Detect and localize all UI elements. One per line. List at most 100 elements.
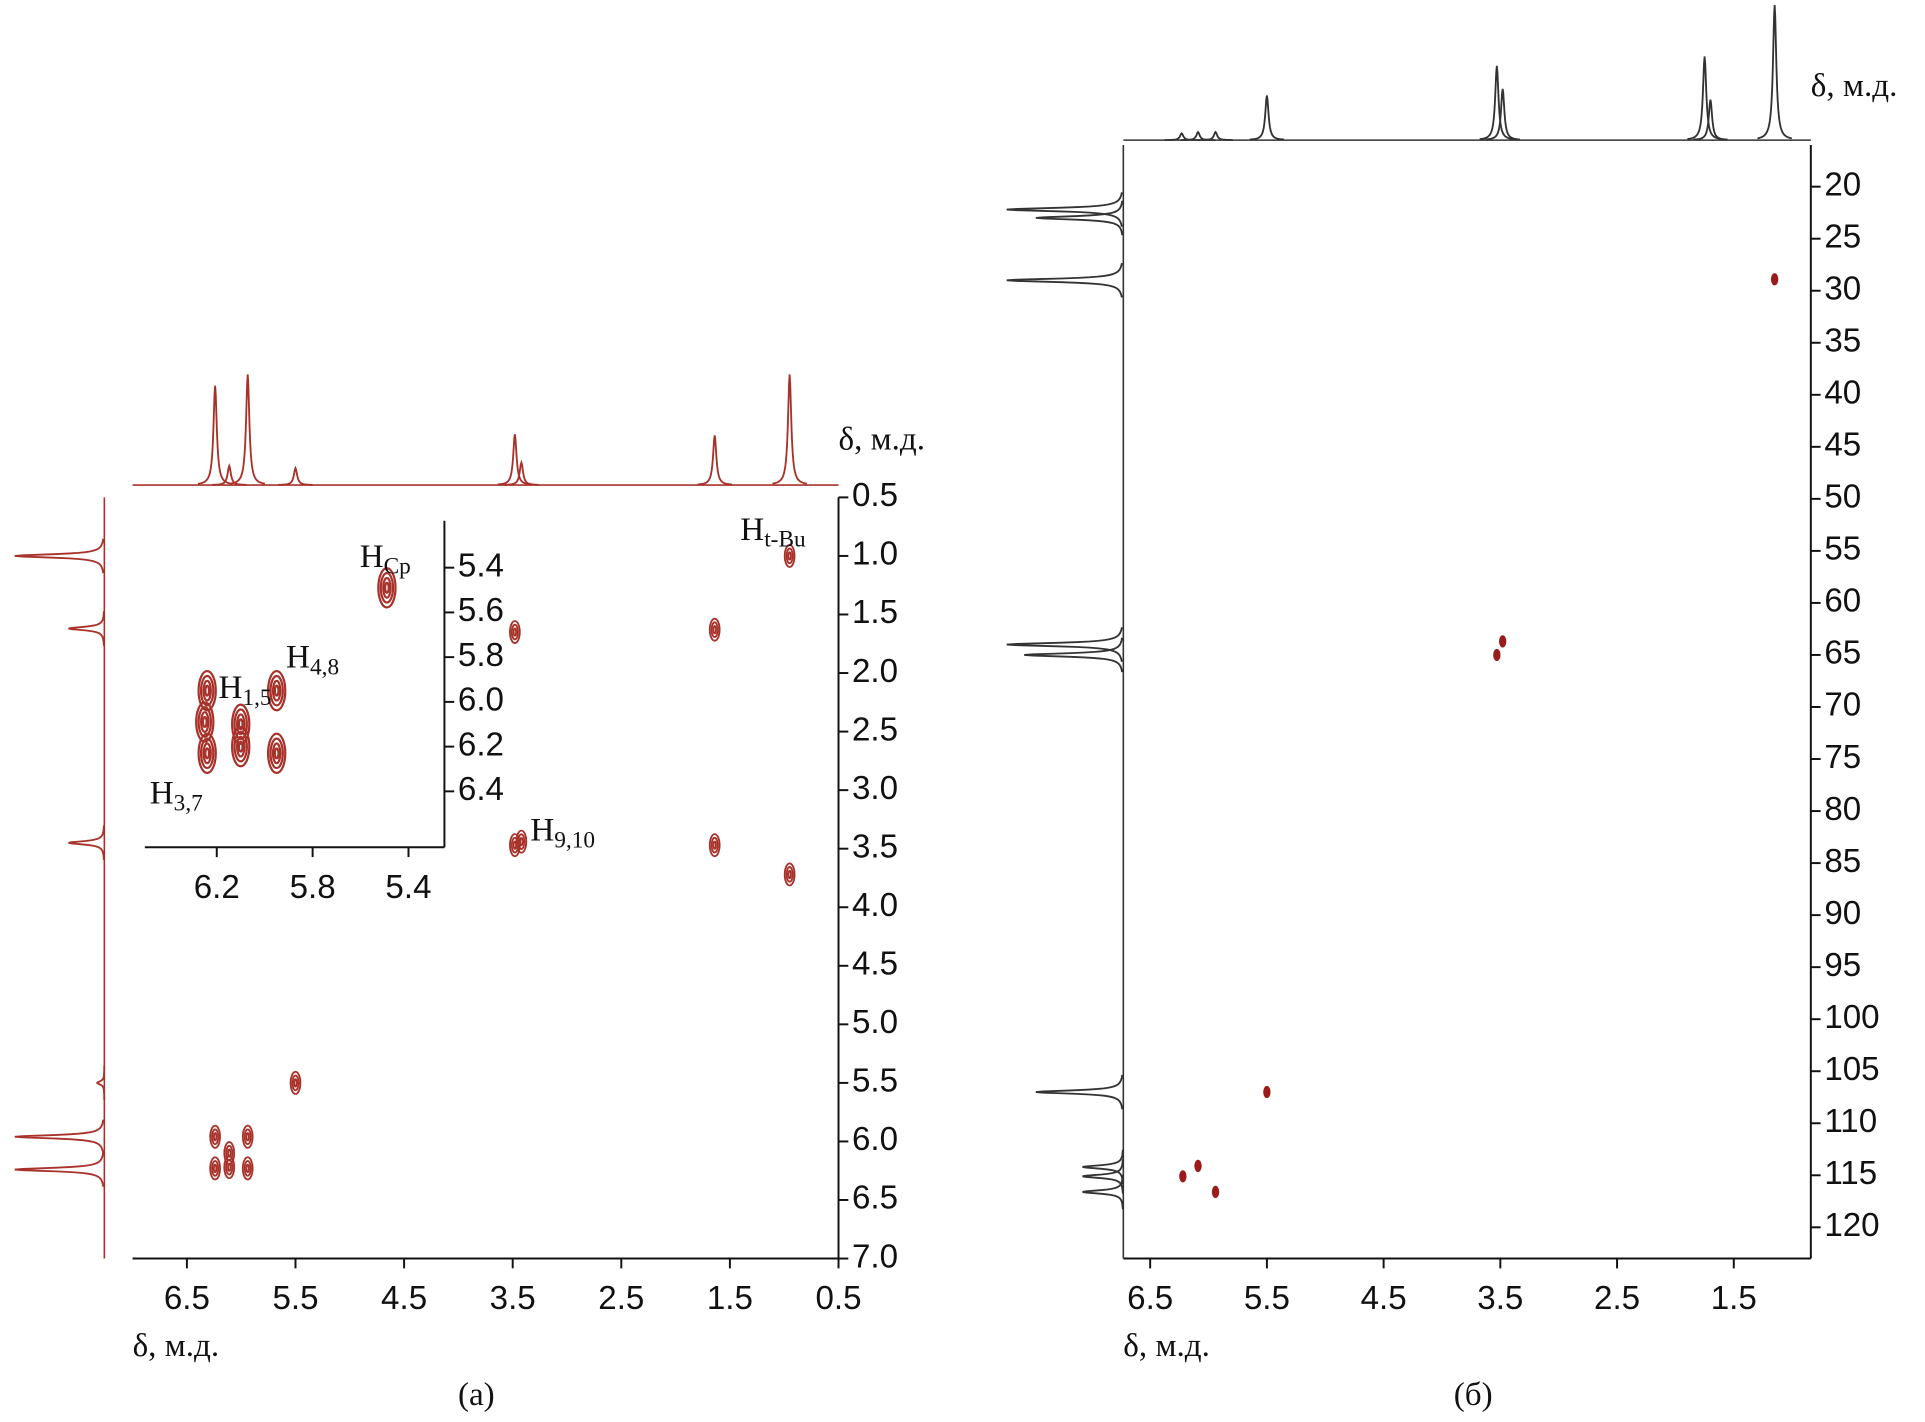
peak-label: Ht-Bu — [740, 510, 806, 553]
projection-peak — [14, 1119, 105, 1155]
contour-ring — [202, 742, 212, 765]
y-tick-label: 20 — [1824, 166, 1861, 203]
peak-label-main: H — [286, 638, 310, 675]
cross-peak — [708, 833, 721, 858]
x-tick-label: 0.5 — [815, 1280, 861, 1317]
contour-ring — [269, 737, 284, 770]
cross-peak — [209, 1124, 221, 1149]
contour-ring — [291, 1074, 300, 1092]
contour-ring — [233, 708, 248, 741]
peak-label: H3,7 — [150, 774, 203, 817]
cross-peak — [197, 732, 217, 775]
contour-ring — [237, 740, 244, 753]
contour-ring — [269, 674, 284, 707]
y-tick-label: 6.4 — [458, 771, 504, 808]
y-tick-label: 4.5 — [852, 946, 898, 983]
y-tick-label: 110 — [1824, 1103, 1877, 1140]
contour-ring — [204, 684, 211, 697]
y-tick-label: 120 — [1824, 1207, 1879, 1244]
cross-peak — [266, 732, 287, 775]
contour-ring — [212, 1132, 218, 1142]
projection-peak — [697, 435, 732, 486]
contour-ring — [271, 679, 282, 702]
x-tick-label: 3.5 — [490, 1280, 536, 1317]
cross-peak — [1770, 273, 1779, 286]
peak-label-sub: t-Bu — [764, 527, 806, 553]
projection-peak — [1757, 5, 1793, 140]
contour-ring — [201, 715, 208, 729]
contour-ring — [293, 1078, 298, 1088]
contour-ring — [512, 627, 518, 637]
peak-label-main: H — [360, 537, 384, 574]
contour-ring — [243, 1160, 252, 1177]
y-tick-label: 6.5 — [852, 1180, 898, 1217]
y-tick-label: 100 — [1824, 999, 1879, 1036]
contour-ring — [273, 747, 280, 760]
projection-peak — [497, 434, 533, 486]
x-tick-label: 5.4 — [385, 869, 431, 906]
y-tick-label: 3.0 — [852, 770, 898, 807]
cross-peak — [231, 725, 251, 768]
peak-label-main: H — [530, 811, 554, 848]
cross-peak — [1498, 635, 1507, 648]
contour-ring — [204, 747, 211, 760]
y-tick-label: 5.5 — [852, 1063, 898, 1100]
contour-ring — [510, 623, 519, 641]
cross-peak — [197, 669, 217, 712]
y-axis-title: δ, м.д. — [1811, 67, 1898, 104]
x-tick-label: 4.5 — [381, 1280, 427, 1317]
y-tick-label: 2.5 — [852, 711, 898, 748]
y-axis-title: δ, м.д. — [839, 421, 926, 458]
y-tick-label: 5.0 — [852, 1004, 898, 1041]
y-tick-label: 25 — [1824, 218, 1861, 255]
x-tick-label: 1.5 — [1711, 1280, 1757, 1317]
projection-peak — [95, 1065, 106, 1101]
x-axis-title: δ, м.д. — [1123, 1327, 1210, 1364]
projection-peak — [230, 374, 266, 485]
y-tick-label: 60 — [1824, 583, 1861, 620]
contour-ring — [712, 840, 717, 850]
peak-label-main: H — [150, 774, 174, 811]
y-tick-label: 115 — [1824, 1155, 1877, 1192]
contour-ring — [273, 684, 280, 697]
contour-ring — [211, 1128, 220, 1146]
y-tick-label: 55 — [1824, 531, 1861, 568]
contour-ring — [211, 1160, 220, 1177]
projection-peak — [1249, 95, 1285, 141]
projection-peak — [1006, 262, 1123, 298]
y-tick-label: 7.0 — [852, 1238, 898, 1275]
contour-ring — [245, 1132, 250, 1142]
y-tick-label: 6.0 — [458, 682, 504, 719]
y-tick-label: 105 — [1824, 1051, 1879, 1088]
y-tick-label: 6.2 — [458, 726, 504, 763]
contour-ring — [199, 674, 215, 707]
x-tick-label: 1.5 — [707, 1280, 753, 1317]
cross-peak — [241, 1156, 254, 1181]
x-tick-label: 2.5 — [598, 1280, 644, 1317]
contour-ring — [212, 1163, 218, 1173]
contour-ring — [197, 706, 213, 738]
x-tick-label: 2.5 — [1594, 1280, 1640, 1317]
y-tick-label: 80 — [1824, 791, 1861, 828]
y-tick-label: 45 — [1824, 427, 1861, 464]
cross-peak — [241, 1124, 254, 1149]
contour-ring — [235, 735, 246, 758]
cross-peak — [783, 862, 796, 887]
projection-peak — [14, 1152, 105, 1187]
contour-ring — [235, 713, 246, 736]
projection-peak — [197, 385, 233, 485]
cross-peak — [1179, 1170, 1187, 1183]
projection-peak — [1479, 65, 1515, 141]
contour-ring — [519, 837, 524, 847]
contour-ring — [787, 551, 792, 561]
contour-ring — [199, 711, 210, 733]
peak-label-sub: 9,10 — [554, 828, 595, 854]
x-tick-label: 6.2 — [194, 869, 240, 906]
peak-label: H4,8 — [286, 638, 339, 681]
peak-label: H9,10 — [530, 811, 595, 854]
peak-label: HCp — [360, 537, 411, 580]
y-tick-label: 3.5 — [852, 828, 898, 865]
contour-ring — [245, 1163, 250, 1173]
contour-ring — [787, 869, 792, 880]
contour-ring — [517, 833, 526, 850]
